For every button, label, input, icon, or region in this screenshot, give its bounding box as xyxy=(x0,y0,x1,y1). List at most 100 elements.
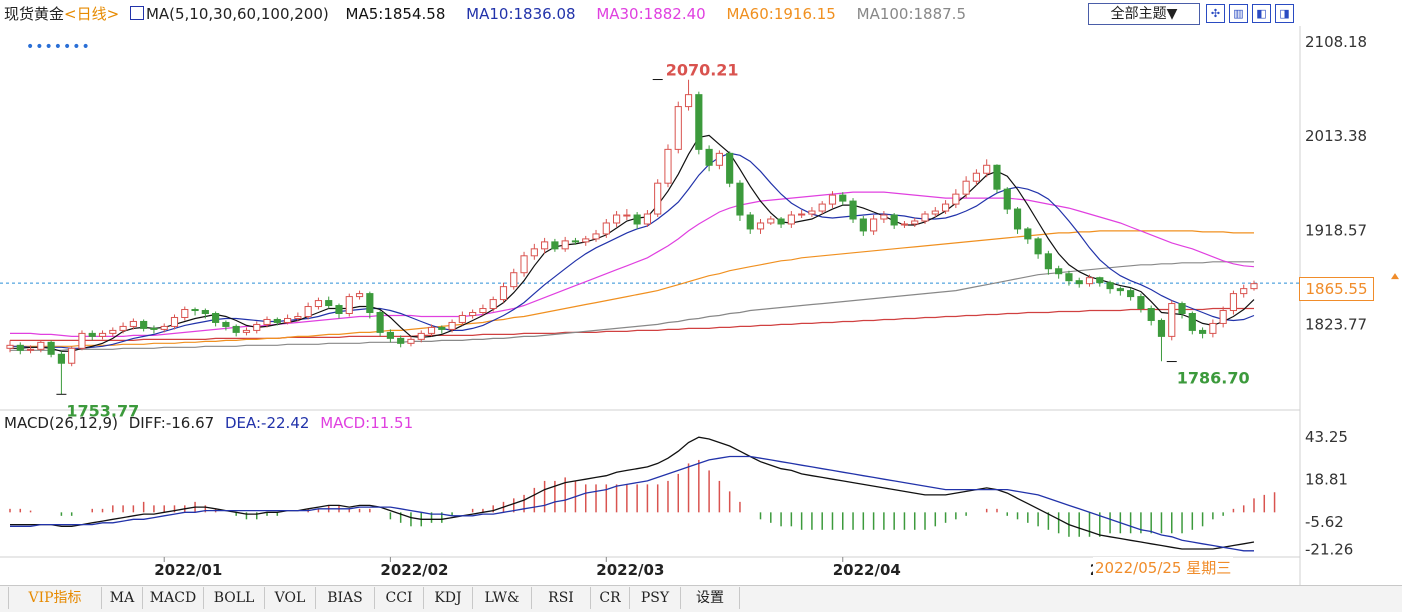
candle xyxy=(808,207,816,218)
tab-ma[interactable]: MA xyxy=(102,587,143,609)
more-indicators-icon[interactable]: ••••••• xyxy=(26,39,91,55)
tab-psy[interactable]: PSY xyxy=(630,587,681,609)
candle-body xyxy=(1250,283,1258,290)
candle-body xyxy=(777,218,785,225)
period-selector[interactable]: <日线> xyxy=(64,5,120,23)
candle xyxy=(767,216,775,225)
candle-body xyxy=(520,255,528,274)
candle xyxy=(654,179,662,218)
candle xyxy=(1003,187,1011,215)
symbol-name: 现货黄金 xyxy=(4,5,65,23)
candle-body xyxy=(1178,303,1186,315)
tab-cci[interactable]: CCI xyxy=(375,587,424,609)
candle-body xyxy=(16,344,24,351)
candle xyxy=(181,306,189,321)
candle xyxy=(109,327,117,337)
candle xyxy=(499,282,508,303)
tab-rsi[interactable]: RSI xyxy=(532,587,591,609)
bar-chart-icon[interactable]: ▥ xyxy=(1229,4,1248,23)
candle-body xyxy=(1209,322,1217,334)
candle xyxy=(756,219,765,234)
candle xyxy=(1075,277,1083,288)
candle xyxy=(684,79,693,111)
chart-canvas: 2070.21 1753.77 1786.70 2108.18 2013.38 1918… xyxy=(0,26,1399,585)
tab-settings[interactable]: 设置 xyxy=(681,587,740,609)
candle-body xyxy=(1116,288,1124,292)
candle-body xyxy=(78,332,86,349)
candle xyxy=(397,335,405,348)
step-back-icon[interactable]: ◧ xyxy=(1252,4,1271,23)
candle xyxy=(1168,300,1176,341)
tab-boll[interactable]: BOLL xyxy=(204,587,265,609)
candle-body xyxy=(859,218,867,232)
candle-body xyxy=(582,238,590,243)
ma200-line xyxy=(10,307,1254,341)
candle-body xyxy=(1003,188,1011,210)
annotation-label: 2070.21 xyxy=(666,61,739,80)
candle-body xyxy=(201,310,209,314)
moving-average-lines xyxy=(10,134,1255,352)
candle xyxy=(1034,236,1042,259)
candle xyxy=(150,325,158,334)
candle-body xyxy=(191,309,199,312)
candle xyxy=(664,144,672,188)
candle-body xyxy=(427,326,436,334)
candle-body xyxy=(1075,280,1083,285)
candle xyxy=(777,217,785,228)
candle xyxy=(510,268,518,290)
crosshair-icon[interactable]: ✣ xyxy=(1206,4,1225,23)
ma60-line xyxy=(10,230,1254,347)
candle xyxy=(1137,293,1145,313)
candle xyxy=(859,216,867,236)
tab-vip-indicators[interactable]: VIP指标 xyxy=(9,587,102,609)
candle xyxy=(561,236,569,252)
candle-body xyxy=(900,223,909,226)
candle-body xyxy=(592,233,600,240)
candle-body xyxy=(294,315,302,319)
candle-body xyxy=(1065,273,1073,282)
candle xyxy=(1240,284,1248,298)
candle xyxy=(57,351,65,395)
candle xyxy=(284,314,292,325)
candle xyxy=(612,211,621,227)
candle xyxy=(98,330,107,340)
candle-body xyxy=(705,148,713,166)
candle xyxy=(746,212,754,234)
candle-body xyxy=(160,325,168,330)
candle-body xyxy=(828,194,837,205)
tab-scroll-left[interactable] xyxy=(0,587,9,609)
candle xyxy=(304,302,312,320)
candle xyxy=(715,150,723,170)
tab-bias[interactable]: BIAS xyxy=(316,587,375,609)
tab-lwr[interactable]: LW& xyxy=(473,587,532,609)
candle-body xyxy=(284,317,292,323)
ma-params[interactable]: MA(5,10,30,60,100,200) xyxy=(129,5,335,23)
macd-params[interactable]: MACD(26,12,9) xyxy=(4,414,118,432)
candle xyxy=(479,304,487,316)
candle-body xyxy=(1034,238,1042,255)
theme-dropdown-button[interactable]: 全部主题▼ xyxy=(1088,3,1200,25)
chart-icon xyxy=(129,6,144,20)
tab-vol[interactable]: VOL xyxy=(265,587,316,609)
candle xyxy=(68,346,76,367)
candle xyxy=(1147,305,1155,326)
tab-kdj[interactable]: KDJ xyxy=(424,587,473,609)
tab-cr[interactable]: CR xyxy=(591,587,630,609)
tab-macd[interactable]: MACD xyxy=(143,587,204,609)
candle-body xyxy=(890,214,898,226)
candle-body xyxy=(1085,277,1094,285)
ma100-value: MA100:1887.5 xyxy=(856,5,966,23)
macd-diff-line xyxy=(10,436,1255,550)
candle xyxy=(458,311,466,326)
candle-body xyxy=(941,203,950,212)
date-axis-label: 2022/01 xyxy=(154,561,222,579)
candle-body xyxy=(242,329,251,333)
macd-panel: 43.25 18.81 -5.62 -21.26 xyxy=(9,428,1353,558)
candle-body xyxy=(98,332,107,337)
candle xyxy=(900,220,909,228)
step-forward-icon[interactable]: ◨ xyxy=(1275,4,1294,23)
candle-body xyxy=(1106,282,1114,290)
candle-body xyxy=(1219,310,1227,324)
candle-body xyxy=(417,332,425,340)
candle-body xyxy=(602,222,610,235)
